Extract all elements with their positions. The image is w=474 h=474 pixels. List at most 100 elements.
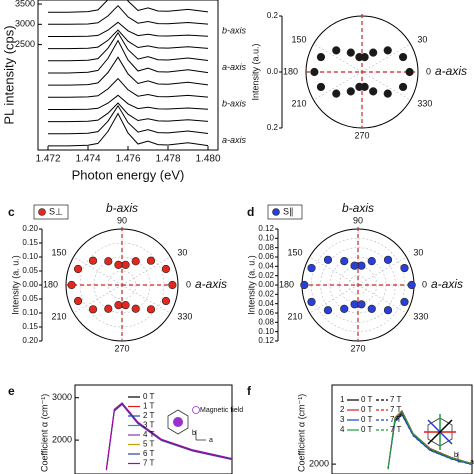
data-point xyxy=(383,89,392,98)
data-point xyxy=(383,255,393,264)
y-tick-label: 2000 xyxy=(309,458,329,468)
theta-tick-label: 90 xyxy=(117,215,127,225)
radial-tick-label: 0.00 xyxy=(22,280,38,289)
legend-label: S∥ xyxy=(283,206,294,216)
axis-name: b-axis xyxy=(106,201,138,215)
data-point xyxy=(121,260,130,269)
data-point xyxy=(383,306,393,315)
radial-tick-label: 0.08 xyxy=(258,243,274,252)
data-point xyxy=(323,306,333,315)
line xyxy=(48,39,209,74)
data-point xyxy=(146,305,156,314)
radial-tick-label: 0.20 xyxy=(22,224,38,233)
inset-label: Magnetic field xyxy=(200,407,243,414)
theta-tick-label: 0 xyxy=(426,66,431,76)
legend-label: 2 xyxy=(340,405,345,414)
grid-spoke xyxy=(309,284,359,314)
theta-tick-label: 0 xyxy=(422,279,427,289)
theta-tick-label: 210 xyxy=(292,98,307,108)
radial-tick-label: 0.02 xyxy=(258,289,274,298)
data-point xyxy=(316,52,326,62)
theta-tick-label: 30 xyxy=(177,247,187,257)
plot-frame xyxy=(74,384,233,474)
line xyxy=(48,104,209,135)
legend-label: 0 T xyxy=(361,395,373,404)
theta-tick-label: 150 xyxy=(288,247,303,257)
data-point xyxy=(88,256,98,265)
data-point xyxy=(121,301,130,310)
data-point xyxy=(161,296,171,306)
radial-tick-label: 0.08 xyxy=(258,317,274,326)
line xyxy=(48,94,209,110)
theta-tick-label: 210 xyxy=(52,311,67,321)
line xyxy=(105,403,232,471)
radial-tick-label: 0.15 xyxy=(22,322,38,331)
line xyxy=(48,4,209,25)
line xyxy=(48,77,209,98)
legend-label: 7 T xyxy=(390,425,402,434)
x-tick-label: 1.472 xyxy=(35,154,60,165)
axis-name: b-axis xyxy=(342,201,374,215)
grid-spoke xyxy=(73,256,123,286)
data-point xyxy=(323,255,333,264)
data-point xyxy=(168,280,177,290)
hexagon xyxy=(167,409,189,435)
data-point xyxy=(398,82,408,92)
grid-spoke xyxy=(357,284,407,314)
x-tick-label: 1.478 xyxy=(155,154,180,165)
inset-e xyxy=(167,406,206,441)
line xyxy=(105,402,232,469)
arrow xyxy=(427,419,453,445)
line xyxy=(48,102,209,123)
data-point xyxy=(300,280,309,290)
data-point xyxy=(73,264,83,274)
data-point xyxy=(73,296,83,306)
x-tick-label: 1.480 xyxy=(195,154,220,165)
line xyxy=(48,112,209,147)
data-point xyxy=(340,257,349,266)
grid-spoke xyxy=(361,43,411,73)
data-point xyxy=(367,304,376,313)
plot-area xyxy=(48,0,209,147)
inset-label: b xyxy=(192,430,196,437)
radial-tick-label: 0.02 xyxy=(258,271,274,280)
legend-label: 0 T xyxy=(143,392,155,401)
theta-tick-label: 30 xyxy=(413,247,423,257)
plot-area xyxy=(387,409,472,470)
theta-tick-label: 0 xyxy=(186,279,191,289)
theta-tick-label: 330 xyxy=(413,311,428,321)
field-icon xyxy=(192,406,200,414)
data-point xyxy=(131,257,140,266)
theta-tick-label: 330 xyxy=(417,98,432,108)
data-point xyxy=(104,257,113,266)
theta-tick-label: 270 xyxy=(354,130,369,140)
legend-label: 3 xyxy=(340,415,345,424)
radial-tick-label: 0.15 xyxy=(22,238,38,247)
radial-tick-label: 0.12 xyxy=(258,336,274,345)
legend-swatch xyxy=(38,208,46,216)
theta-tick-label: 180 xyxy=(283,66,298,76)
series-label: a-axis xyxy=(222,135,247,145)
radial-tick-label: 0.2 xyxy=(267,123,279,132)
legend-label: 0 T xyxy=(361,425,373,434)
field-dot xyxy=(173,417,183,427)
radial-tick-label: 0.00 xyxy=(258,280,274,289)
legend-label: S⊥ xyxy=(49,206,63,216)
theta-tick-label: 30 xyxy=(417,34,427,44)
radial-tick-label: 0.04 xyxy=(258,299,274,308)
grid-spoke xyxy=(361,71,411,101)
data-point xyxy=(398,52,408,62)
radial-tick-label: 0.06 xyxy=(258,252,274,261)
legend-label: 0 T xyxy=(361,415,373,424)
legend-label: 2 T xyxy=(143,411,155,420)
data-point xyxy=(146,256,156,265)
x-tick-label: 1.476 xyxy=(115,154,140,165)
line xyxy=(105,403,232,471)
data-point xyxy=(310,67,319,77)
legend-label: 7 T xyxy=(390,405,402,414)
line xyxy=(105,403,232,470)
radial-tick-label: 0.05 xyxy=(22,294,38,303)
data-point xyxy=(332,89,341,98)
y-axis-label: Intensity (a. u.) xyxy=(246,255,256,315)
radial-tick-label: 0.05 xyxy=(22,266,38,275)
